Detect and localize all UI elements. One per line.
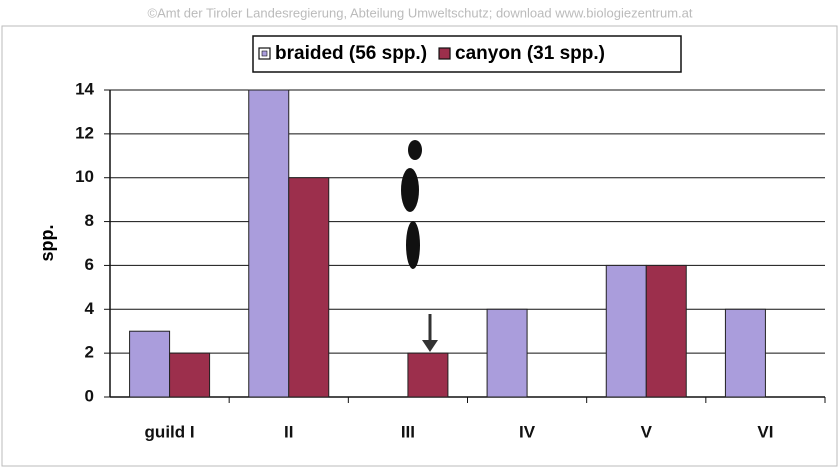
x-tick-label: guild I bbox=[145, 422, 195, 441]
bar bbox=[408, 353, 448, 397]
bar bbox=[249, 90, 289, 397]
x-tick-label: III bbox=[401, 422, 415, 441]
annotation-arrow bbox=[422, 314, 438, 352]
y-tick-label: 6 bbox=[85, 255, 94, 274]
watermark: ©Amt der Tiroler Landesregierung, Abteil… bbox=[147, 5, 692, 20]
insect-silhouette bbox=[401, 140, 422, 269]
x-tick-label: II bbox=[284, 422, 293, 441]
bar bbox=[487, 309, 527, 397]
page: {"chart_data": {"type": "bar", "watermar… bbox=[0, 0, 840, 469]
x-tick-label: IV bbox=[519, 422, 536, 441]
chart: ©Amt der Tiroler Landesregierung, Abteil… bbox=[0, 0, 840, 469]
bar bbox=[170, 353, 210, 397]
y-tick-label: 10 bbox=[75, 167, 94, 186]
y-tick-label: 0 bbox=[85, 386, 94, 405]
bar bbox=[646, 265, 686, 397]
bar bbox=[725, 309, 765, 397]
bar bbox=[130, 331, 170, 397]
bar bbox=[289, 178, 329, 397]
legend-swatch bbox=[439, 48, 450, 59]
x-tick-label: V bbox=[641, 422, 653, 441]
legend-label: canyon (31 spp.) bbox=[455, 43, 605, 64]
bar bbox=[606, 265, 646, 397]
legend-label: braided (56 spp.) bbox=[275, 43, 427, 64]
legend-swatch-inner bbox=[262, 51, 267, 56]
y-tick-label: 8 bbox=[85, 211, 94, 230]
y-tick-label: 4 bbox=[85, 299, 95, 318]
y-tick-label: 12 bbox=[75, 123, 94, 142]
y-tick-label: 14 bbox=[75, 79, 94, 98]
y-tick-label: 2 bbox=[85, 343, 94, 362]
y-axis-label: spp. bbox=[37, 224, 57, 261]
x-tick-label: VI bbox=[757, 422, 773, 441]
